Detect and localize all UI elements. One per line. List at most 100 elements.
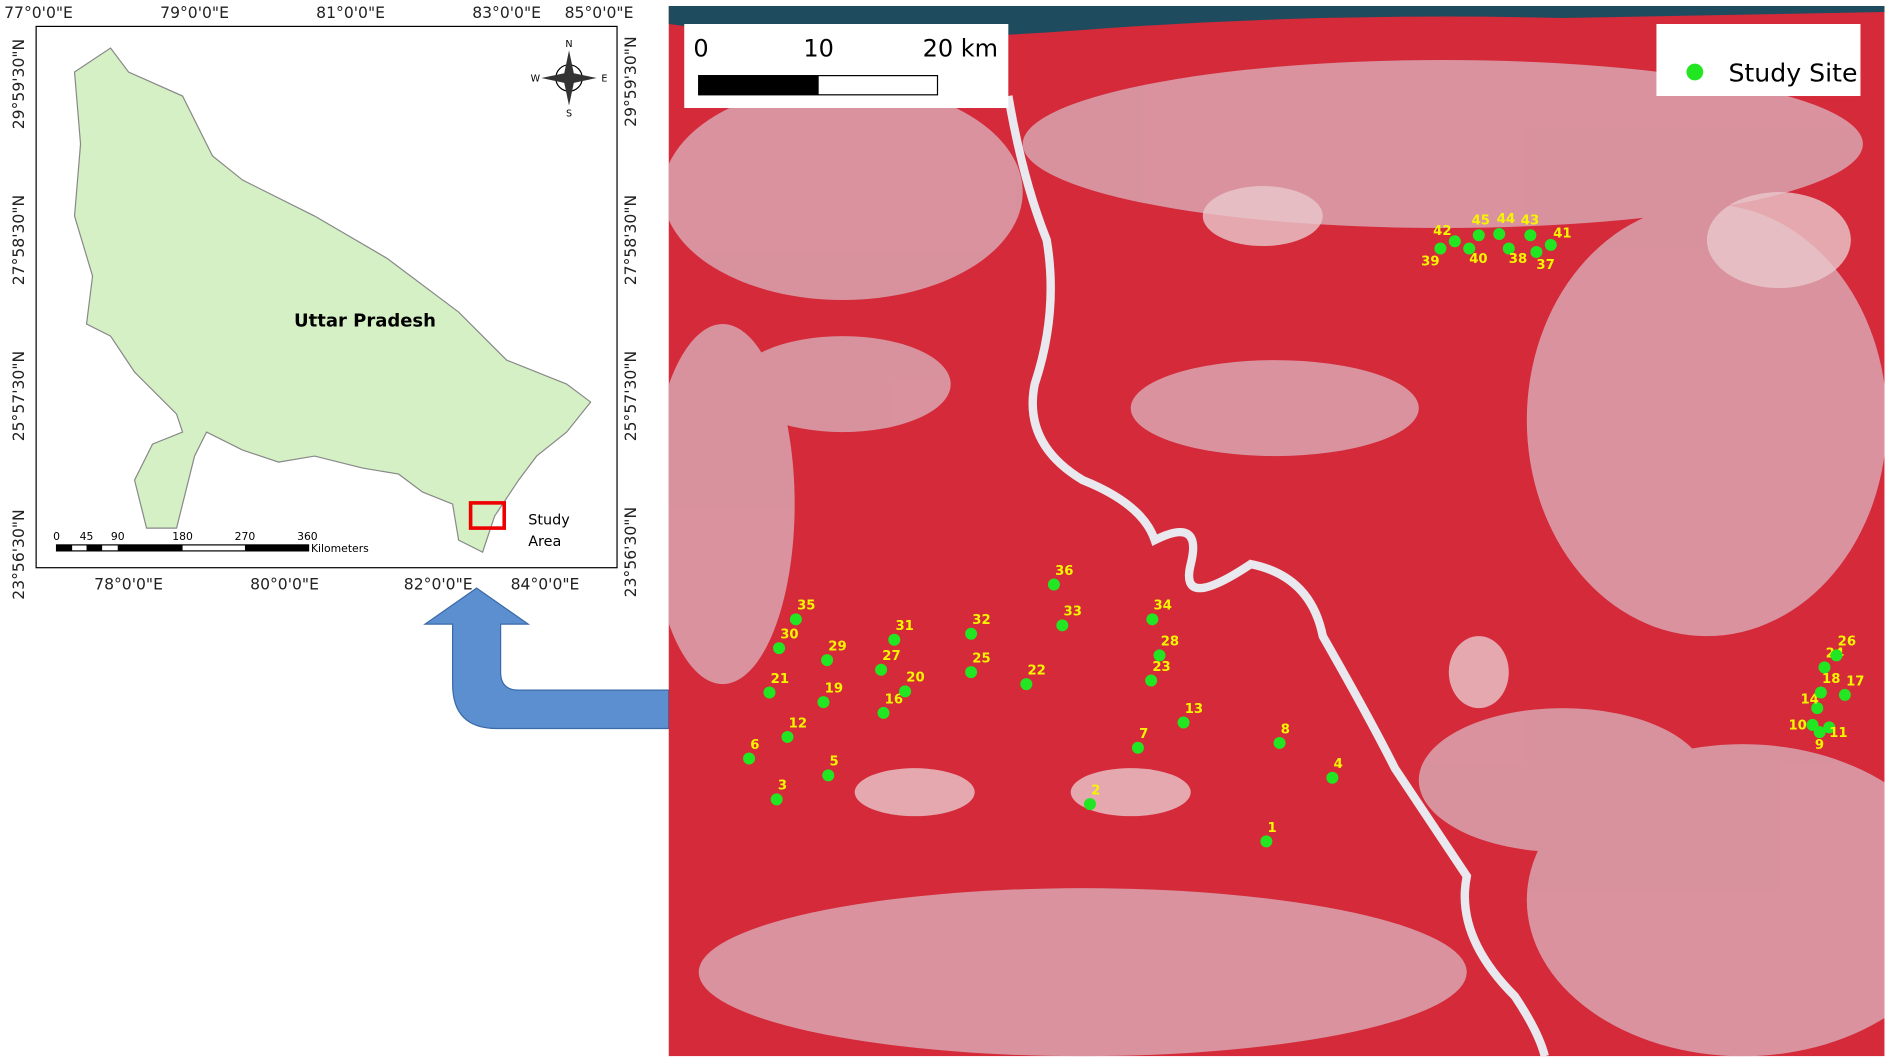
site-marker (1273, 736, 1286, 749)
lon-label: 80°0'0"E (250, 575, 319, 593)
site-marker (877, 706, 890, 719)
compass-w: W (531, 74, 541, 85)
state-outline (73, 47, 592, 553)
site-marker (1818, 661, 1831, 674)
site-label: 16 (885, 692, 903, 707)
site-marker (770, 793, 783, 806)
site-label: 32 (972, 613, 990, 628)
scale-tick-label: 360 (297, 530, 318, 543)
site-label: 29 (828, 640, 846, 655)
site-label: 8 (1281, 722, 1290, 737)
scale-tick-label: 0 (53, 530, 60, 543)
site-label: 37 (1536, 258, 1554, 273)
compass: N E S W (531, 39, 608, 120)
site-marker (743, 752, 756, 765)
site-marker (1056, 619, 1069, 632)
site-marker (763, 686, 776, 699)
site-marker (781, 730, 794, 743)
site-marker (965, 627, 978, 640)
site-label: 19 (825, 682, 843, 697)
site-label: 12 (789, 716, 807, 731)
site-marker (875, 663, 888, 676)
site-label: 45 (1472, 213, 1490, 228)
site-label: 43 (1521, 213, 1539, 228)
site-marker (1493, 228, 1506, 241)
site-label: 33 (1064, 605, 1082, 620)
site-marker (1830, 649, 1843, 662)
site-label: 25 (972, 652, 990, 667)
study-label: Study (528, 512, 570, 528)
scale-label: 0 (693, 34, 708, 62)
lat-label: 23°56'30"N (622, 507, 640, 597)
lon-label: 79°0'0"E (160, 4, 229, 22)
site-label: 11 (1829, 726, 1847, 741)
site-label: 5 (829, 755, 838, 770)
site-marker (822, 769, 835, 782)
compass-n: N (565, 39, 572, 50)
site-label: 26 (1838, 635, 1856, 650)
site-label: 20 (906, 671, 924, 686)
study-box (468, 501, 507, 530)
site-marker (1838, 688, 1851, 701)
lon-label: 83°0'0"E (472, 4, 541, 22)
site-label: 39 (1421, 254, 1439, 269)
site-label: 6 (750, 738, 759, 753)
site-marker (1177, 716, 1190, 729)
site-marker (821, 654, 834, 667)
site-marker (1326, 771, 1339, 784)
site-label: 3 (778, 779, 787, 794)
region-label: Uttar Pradesh (294, 310, 436, 331)
site-label: 1 (1268, 821, 1277, 836)
lat-label: 25°57'30"N (622, 351, 640, 441)
site-marker (1260, 835, 1273, 848)
site-marker (789, 613, 802, 626)
site-marker (1047, 578, 1060, 591)
site-label: 14 (1800, 692, 1818, 707)
scale-label: 10 (803, 34, 834, 62)
site-label: 10 (1788, 719, 1806, 734)
site-marker (1145, 674, 1158, 687)
lon-label: 78°0'0"E (94, 575, 163, 593)
site-label: 7 (1139, 727, 1148, 742)
site-marker (899, 685, 912, 698)
site-marker (1434, 242, 1447, 255)
site-label: 31 (895, 619, 913, 634)
lon-label: 81°0'0"E (316, 4, 385, 22)
site-label: 42 (1433, 224, 1451, 239)
site-marker (1153, 649, 1166, 662)
legend-box (1656, 24, 1861, 97)
site-label: 41 (1553, 227, 1571, 242)
site-marker (1448, 235, 1461, 248)
site-marker (1823, 721, 1836, 734)
site-label: 34 (1154, 599, 1172, 614)
compass-e: E (601, 74, 607, 85)
lat-label: 27°58'30"N (10, 195, 28, 285)
scale-unit: Kilometers (311, 542, 369, 555)
site-label: 44 (1497, 212, 1515, 227)
site-marker (773, 642, 786, 655)
scale-tick-label: 45 (80, 530, 94, 543)
site-marker (1502, 242, 1515, 255)
site-marker (1083, 798, 1096, 811)
lat-label: 27°58'30"N (622, 195, 640, 285)
site-label: 13 (1185, 702, 1203, 717)
site-label: 17 (1846, 674, 1864, 689)
site-marker (1472, 229, 1485, 242)
site-marker (1463, 242, 1476, 255)
site-label: 2 (1091, 784, 1100, 799)
study-label: Area (528, 534, 561, 550)
site-label: 18 (1822, 672, 1840, 687)
inset-scale (55, 544, 310, 552)
site-marker (1131, 741, 1144, 754)
site-label: 9 (1815, 738, 1824, 753)
site-label: 30 (780, 628, 798, 643)
site-label: 35 (797, 599, 815, 614)
legend-label: Study Site (1728, 59, 1857, 88)
arrow (423, 587, 670, 730)
satellite-image (668, 6, 1885, 1057)
lat-label: 29°59'30"N (622, 36, 640, 126)
site-label: 40 (1469, 252, 1487, 267)
lon-label: 82°0'0"E (404, 575, 473, 593)
site-label: 28 (1161, 635, 1179, 650)
